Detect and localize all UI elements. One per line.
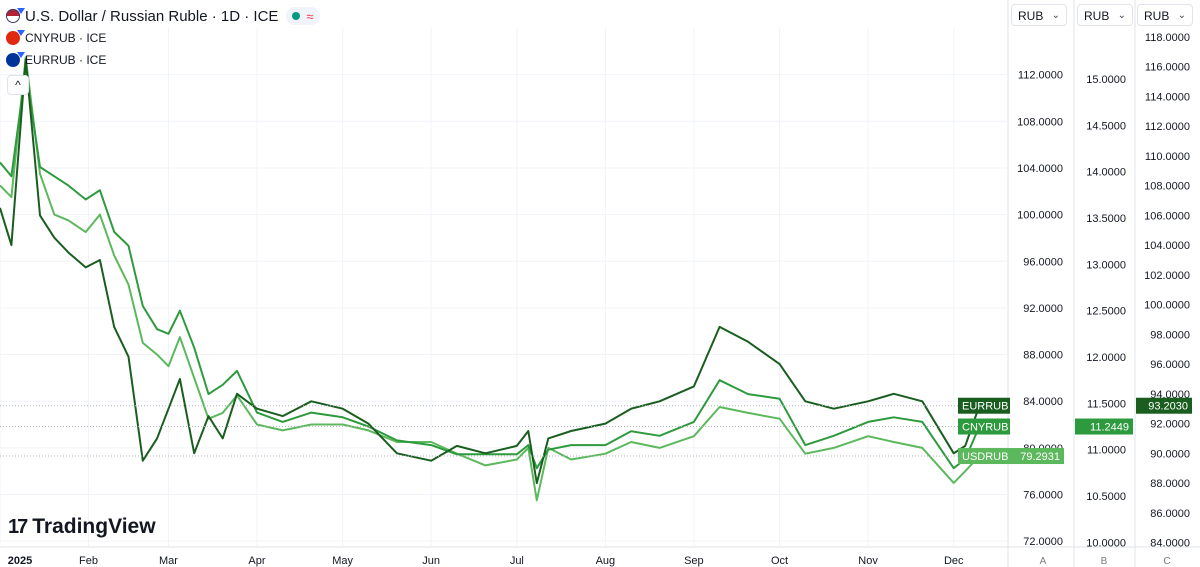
legend-compare-row-eur[interactable]: EURRUB · ICE — [6, 49, 320, 71]
market-open-dot-icon — [292, 12, 301, 20]
axis-c-tick-label: 92.0000 — [1150, 419, 1190, 431]
axis-c-tick-label: 96.0000 — [1150, 359, 1190, 371]
chart-legend: U.S. Dollar / Russian Ruble · 1D · ICE ≈… — [6, 5, 320, 71]
tradingview-logo-text: TradingView — [32, 515, 156, 538]
time-axis-tick-label: Jul — [510, 555, 524, 567]
last-value-label-bg — [1075, 418, 1133, 435]
chevron-down-icon: ⌄ — [1051, 10, 1060, 21]
collapse-legend-button[interactable]: ^ — [7, 75, 29, 95]
axis-a-tick-label: 76.0000 — [1023, 490, 1063, 502]
us-flag-icon — [6, 8, 25, 23]
time-axis-tick-label: Oct — [771, 555, 788, 567]
time-axis-tick-label: Mar — [159, 555, 178, 567]
legend-main-row[interactable]: U.S. Dollar / Russian Ruble · 1D · ICE ≈ — [6, 5, 320, 27]
axis-c-tick-label: 90.0000 — [1150, 448, 1190, 460]
axis-footer-label[interactable]: A — [1040, 556, 1047, 567]
time-axis-tick-label: 2025 — [8, 555, 32, 567]
chevron-down-icon: ⌄ — [1117, 10, 1126, 21]
axis-c-tick-label: 98.0000 — [1150, 329, 1190, 341]
china-flag-icon — [6, 30, 25, 45]
axis-b-tick-label: 10.0000 — [1086, 537, 1126, 549]
axis-c-tick-label: 100.0000 — [1144, 300, 1190, 312]
time-axis-tick-label: Dec — [944, 555, 964, 567]
tradingview-logo-icon: 17 — [8, 515, 28, 538]
axis-c-tick-label: 108.0000 — [1144, 181, 1190, 193]
axis-b-tick-label: 13.0000 — [1086, 259, 1126, 271]
axis-b-tick-label: 15.0000 — [1086, 74, 1126, 86]
series-line-eurrub[interactable] — [0, 58, 981, 485]
series-name-label-bg — [958, 418, 1010, 435]
compare-symbol-eurrub: EURRUB · ICE — [25, 53, 107, 67]
currency-select-c[interactable]: RUB ⌄ — [1137, 4, 1193, 26]
axis-b-tick-label: 14.0000 — [1086, 167, 1126, 179]
axis-b-tick-label: 11.0000 — [1087, 445, 1126, 457]
symbol-title: U.S. Dollar / Russian Ruble · 1D · ICE — [25, 7, 279, 25]
axis-c-tick-label: 106.0000 — [1144, 210, 1190, 222]
axis-c-tick-label: 102.0000 — [1144, 270, 1190, 282]
axis-a-tick-label: 96.0000 — [1023, 256, 1063, 268]
axis-a-tick-label: 92.0000 — [1023, 303, 1063, 315]
series-line-usdrub[interactable] — [0, 56, 981, 502]
series-name-label: USDRUB — [962, 451, 1008, 463]
series-name-label: EURRUB — [962, 401, 1008, 413]
currency-select-b-value: RUB — [1084, 9, 1110, 23]
currency-select-b[interactable]: RUB ⌄ — [1077, 4, 1133, 26]
axis-a-tick-label: 72.0000 — [1023, 536, 1063, 548]
axis-b-tick-label: 10.5000 — [1086, 491, 1126, 503]
time-axis-tick-label: Feb — [79, 555, 98, 567]
series-line-cnyrub[interactable] — [0, 68, 981, 470]
axis-b-tick-label: 13.5000 — [1086, 213, 1126, 225]
time-axis-tick-label: Jun — [422, 555, 440, 567]
currency-select-c-value: RUB — [1144, 9, 1170, 23]
time-axis-tick-label: Sep — [684, 555, 704, 567]
market-status-pill[interactable]: ≈ — [286, 7, 320, 25]
currency-select-a-value: RUB — [1018, 9, 1044, 23]
series-name-label-bg — [958, 397, 1010, 414]
axis-c-tick-label: 112.0000 — [1145, 121, 1190, 133]
currency-select-a[interactable]: RUB ⌄ — [1011, 4, 1067, 26]
axis-footer-label[interactable]: B — [1101, 556, 1108, 567]
tradingview-logo[interactable]: 17 TradingView — [8, 515, 156, 539]
axis-a-tick-label: 84.0000 — [1023, 396, 1063, 408]
last-value-label: 93.2030 — [1148, 401, 1188, 413]
last-value-label: 11.2449 — [1090, 422, 1129, 434]
axis-b-tick-label: 12.0000 — [1086, 352, 1126, 364]
axis-footer-label[interactable]: C — [1163, 556, 1170, 567]
axis-a-tick-label: 104.0000 — [1017, 163, 1063, 175]
time-axis-tick-label: Nov — [858, 555, 878, 567]
axis-c-tick-label: 104.0000 — [1144, 240, 1190, 252]
last-value-label: 79.2931 — [1020, 451, 1060, 463]
series-name-label-bg — [958, 448, 1010, 465]
axis-c-tick-label: 110.0000 — [1145, 151, 1190, 163]
axis-c-tick-label: 88.0000 — [1150, 478, 1190, 490]
axis-a-tick-label: 100.0000 — [1017, 210, 1063, 222]
compare-symbol-cnyrub: CNYRUB · ICE — [25, 31, 107, 45]
series-name-label: CNYRUB — [962, 422, 1008, 434]
time-axis-tick-label: Aug — [596, 555, 616, 567]
axis-b-tick-label: 14.5000 — [1086, 120, 1126, 132]
axis-b-tick-label: 11.5000 — [1087, 398, 1126, 410]
axis-c-tick-label: 114.0000 — [1145, 91, 1190, 103]
legend-compare-row-cny[interactable]: CNYRUB · ICE — [6, 27, 320, 49]
axis-b-tick-label: 12.5000 — [1086, 306, 1126, 318]
axis-c-tick-label: 116.0000 — [1145, 62, 1190, 74]
eu-flag-icon — [6, 52, 25, 67]
axis-a-tick-label: 88.0000 — [1023, 350, 1063, 362]
axis-a-tick-label: 112.0000 — [1018, 70, 1063, 82]
axis-c-tick-label: 84.0000 — [1150, 538, 1190, 550]
time-axis-tick-label: May — [332, 555, 353, 567]
axis-c-tick-label: 86.0000 — [1150, 508, 1190, 520]
axis-c-tick-label: 118.0000 — [1145, 32, 1190, 44]
last-value-label-bg — [1010, 448, 1064, 465]
last-value-label-bg — [1136, 397, 1192, 414]
time-axis-tick-label: Apr — [248, 555, 265, 567]
axis-a-tick-label: 108.0000 — [1017, 116, 1063, 128]
chevron-down-icon: ⌄ — [1177, 10, 1186, 21]
delayed-data-icon: ≈ — [306, 8, 314, 24]
